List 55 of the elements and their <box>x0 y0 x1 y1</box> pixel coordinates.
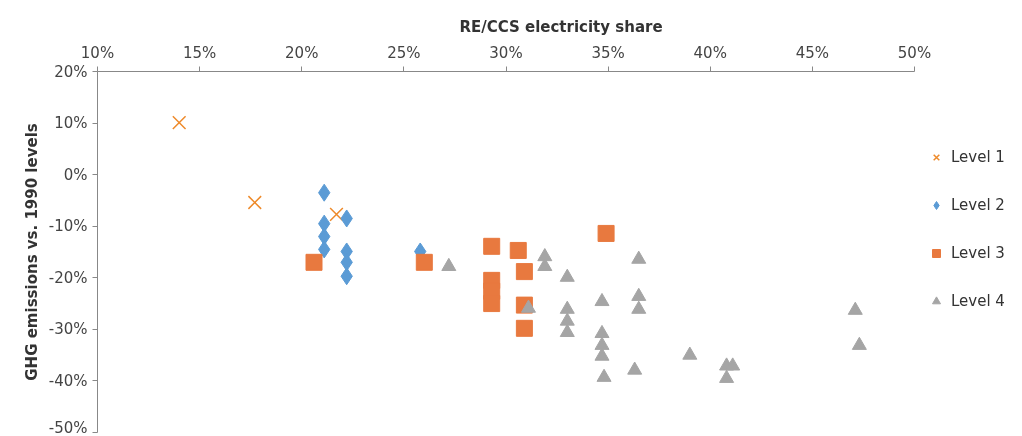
x-tick-label: 25% <box>387 43 421 62</box>
point <box>719 369 735 383</box>
point <box>627 361 643 375</box>
point <box>559 323 575 337</box>
point <box>559 300 575 314</box>
point <box>483 237 501 255</box>
point <box>415 253 433 271</box>
point <box>594 336 610 350</box>
y-tick-label: 20% <box>54 62 88 81</box>
point <box>597 224 615 242</box>
y-tick-label: 0% <box>63 165 88 184</box>
point <box>631 250 647 264</box>
point <box>483 295 501 313</box>
point <box>172 115 187 130</box>
x-axis-title: RE/CCS electricity share <box>459 17 663 36</box>
y-tick-label: -10% <box>48 217 88 236</box>
y-tick-label: -20% <box>48 268 88 287</box>
point <box>594 347 610 361</box>
y-tick-label: 10% <box>54 114 88 133</box>
x-tick-label: 45% <box>795 43 830 62</box>
x-tick-label: 40% <box>693 43 727 62</box>
point <box>596 368 612 382</box>
point <box>509 241 527 259</box>
point <box>515 319 533 337</box>
point <box>441 257 457 271</box>
legend-label: Level 1 <box>951 148 1005 166</box>
y-axis-title: GHG emissions vs. 1990 levels <box>22 123 41 381</box>
point <box>631 300 647 314</box>
point <box>247 195 262 210</box>
y-tick-label: -30% <box>48 320 88 339</box>
point <box>329 207 344 222</box>
point <box>305 253 323 271</box>
point <box>515 263 533 281</box>
point <box>851 336 867 350</box>
point <box>847 301 863 315</box>
legend-label: Level 4 <box>951 292 1005 310</box>
x-tick-label: 10% <box>80 43 115 62</box>
point <box>725 357 741 371</box>
x-tick-label: 50% <box>897 43 932 62</box>
x-tick-label: 20% <box>285 43 319 62</box>
point <box>559 268 575 282</box>
legend-label: Level 3 <box>951 244 1005 262</box>
point <box>594 292 610 307</box>
point <box>520 299 536 313</box>
point <box>594 324 610 339</box>
point <box>559 312 575 326</box>
legend-label: Level 2 <box>951 196 1005 214</box>
x-tick-label: 15% <box>182 43 217 62</box>
point <box>682 346 698 360</box>
point <box>631 287 647 301</box>
y-tick-label: -40% <box>48 371 88 390</box>
y-tick-label: -50% <box>48 418 88 436</box>
x-tick-label: 35% <box>591 43 625 62</box>
point <box>537 248 553 262</box>
x-tick-label: 30% <box>489 43 523 62</box>
